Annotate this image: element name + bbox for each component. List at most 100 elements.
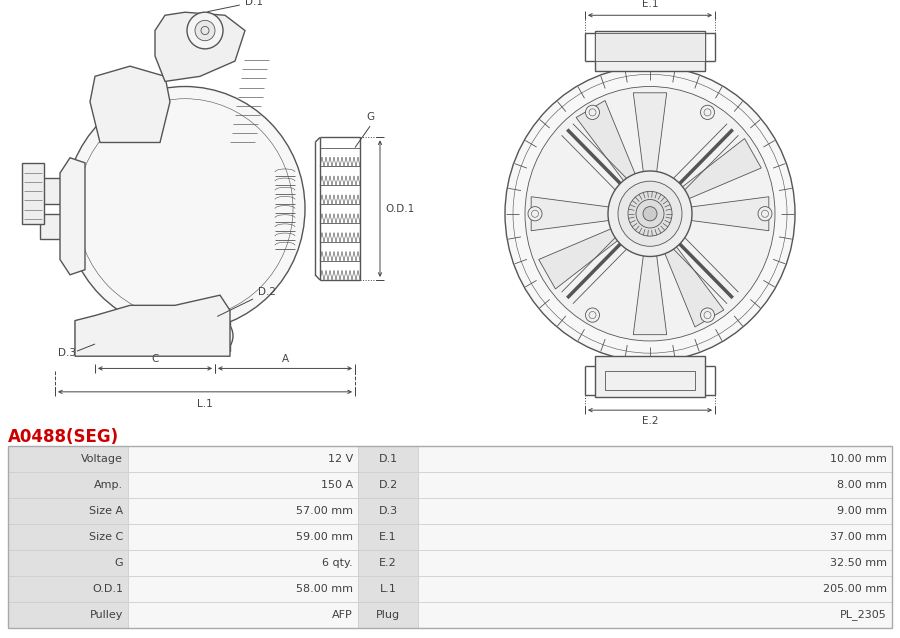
Circle shape [618, 181, 682, 246]
Bar [128, 550, 358, 576]
Circle shape [204, 325, 226, 347]
Text: 8.00 mm: 8.00 mm [837, 480, 887, 490]
Bar [128, 576, 358, 602]
Text: 12 V: 12 V [328, 454, 353, 464]
Bar [358, 550, 418, 576]
Bar [8, 524, 128, 550]
Text: D.1: D.1 [208, 0, 263, 11]
Text: D.3: D.3 [58, 348, 76, 359]
Circle shape [197, 318, 233, 354]
Bar [8, 498, 128, 524]
Text: D.1: D.1 [378, 454, 398, 464]
Bar [8, 602, 128, 628]
Bar [418, 498, 892, 524]
Bar [128, 524, 358, 550]
Bar [8, 550, 128, 576]
Text: O.D.1: O.D.1 [385, 204, 414, 214]
Bar [605, 371, 695, 390]
Circle shape [586, 308, 599, 322]
Polygon shape [531, 197, 640, 231]
Bar [75, 320, 230, 351]
Text: Amp.: Amp. [94, 480, 123, 490]
Text: 150 A: 150 A [321, 480, 353, 490]
Bar [8, 446, 892, 628]
Bar [358, 602, 418, 628]
Text: D.3: D.3 [378, 506, 398, 516]
Text: E.2: E.2 [379, 558, 397, 568]
Bar [418, 446, 892, 472]
Circle shape [700, 308, 715, 322]
Text: D.2: D.2 [218, 287, 276, 316]
Polygon shape [576, 101, 647, 207]
Text: L.1: L.1 [197, 399, 213, 409]
Circle shape [525, 87, 775, 341]
Text: A: A [282, 354, 289, 364]
Text: Size A: Size A [89, 506, 123, 516]
Text: 32.50 mm: 32.50 mm [830, 558, 887, 568]
Text: 37.00 mm: 37.00 mm [830, 532, 887, 542]
Polygon shape [657, 138, 761, 211]
Text: O.D.1: O.D.1 [92, 584, 123, 594]
Circle shape [700, 105, 715, 119]
Bar [358, 498, 418, 524]
Polygon shape [90, 66, 170, 142]
Bar [595, 31, 705, 71]
Bar [8, 576, 128, 602]
Text: 59.00 mm: 59.00 mm [296, 532, 353, 542]
Bar [78, 323, 227, 348]
Polygon shape [60, 158, 85, 275]
Circle shape [84, 325, 106, 347]
Text: 205.00 mm: 205.00 mm [823, 584, 887, 594]
Circle shape [608, 171, 692, 256]
Bar [40, 214, 78, 239]
Bar [418, 550, 892, 576]
Text: A0488(SEG): A0488(SEG) [8, 428, 119, 446]
Text: E.2: E.2 [642, 416, 658, 426]
Text: AFP: AFP [332, 610, 353, 620]
Bar [358, 446, 418, 472]
Text: G: G [366, 112, 374, 122]
Text: 9.00 mm: 9.00 mm [837, 506, 887, 516]
Circle shape [628, 191, 672, 236]
Polygon shape [75, 295, 230, 356]
Text: Voltage: Voltage [81, 454, 123, 464]
Circle shape [195, 20, 215, 41]
Circle shape [65, 87, 305, 330]
Bar [358, 472, 418, 498]
Bar [128, 498, 358, 524]
Bar [40, 178, 78, 204]
Bar [128, 602, 358, 628]
Bar [128, 446, 358, 472]
Text: 57.00 mm: 57.00 mm [296, 506, 353, 516]
Bar [418, 524, 892, 550]
Polygon shape [155, 12, 245, 82]
Text: Size C: Size C [89, 532, 123, 542]
Circle shape [528, 207, 542, 221]
Bar [418, 602, 892, 628]
Text: L.1: L.1 [380, 584, 396, 594]
Polygon shape [634, 93, 667, 204]
Bar [418, 576, 892, 602]
Text: E.1: E.1 [642, 0, 658, 9]
Polygon shape [652, 221, 724, 327]
Circle shape [187, 12, 223, 49]
Text: G: G [114, 558, 123, 568]
Polygon shape [634, 223, 667, 335]
Circle shape [758, 207, 772, 221]
Bar [8, 446, 128, 472]
Circle shape [77, 318, 113, 354]
Circle shape [636, 200, 664, 228]
Text: C: C [151, 354, 158, 364]
Bar [8, 472, 128, 498]
Text: E.1: E.1 [379, 532, 397, 542]
Bar [358, 524, 418, 550]
Polygon shape [660, 197, 769, 231]
Circle shape [586, 105, 599, 119]
Text: PL_2305: PL_2305 [841, 609, 887, 621]
Polygon shape [539, 216, 643, 289]
Bar [595, 33, 705, 61]
Text: 6 qty.: 6 qty. [322, 558, 353, 568]
Text: 10.00 mm: 10.00 mm [830, 454, 887, 464]
Text: Pulley: Pulley [90, 610, 123, 620]
Text: 58.00 mm: 58.00 mm [296, 584, 353, 594]
